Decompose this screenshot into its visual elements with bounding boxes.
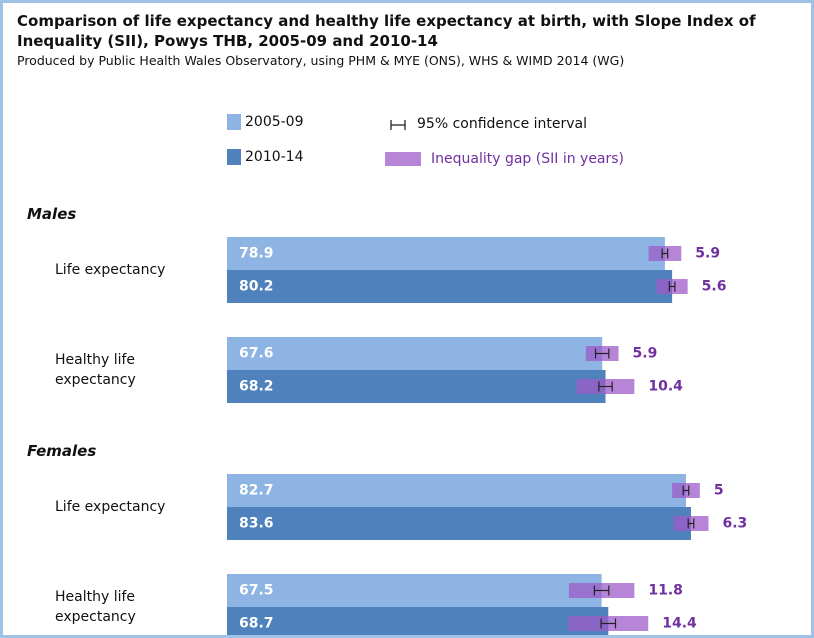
legend-swatch: [227, 149, 241, 165]
bar-value-label: 78.9: [239, 246, 274, 262]
legend-label: 95% confidence interval: [417, 116, 587, 132]
group-label: Females: [27, 442, 97, 460]
category-label: Life expectancy: [55, 262, 166, 278]
bar-value-label: 68.7: [239, 616, 274, 632]
gap-value-label: 6.3: [722, 516, 747, 532]
group-label: Males: [27, 205, 77, 223]
bar-value-label: 83.6: [239, 516, 274, 532]
plot: 2005-09 2010-14 95% confidence interval Ine…: [227, 114, 747, 635]
bar: [227, 270, 673, 303]
gap-value-label: 5: [714, 483, 724, 499]
bar: [227, 607, 609, 635]
gap-value-label: 5.9: [633, 346, 658, 362]
bar-value-label: 67.5: [239, 583, 274, 599]
category-label: Healthy life expectancy: [55, 589, 136, 625]
gap-value-label: 5.6: [702, 279, 727, 295]
gap-value-label: 10.4: [648, 379, 683, 395]
gap-value-label: 14.4: [662, 616, 697, 632]
bar-value-label: 80.2: [239, 279, 274, 295]
bar-value-label: 68.2: [239, 379, 274, 395]
bar: [227, 237, 665, 270]
legend-label: 2010-14: [245, 149, 304, 165]
gap-value-label: 5.9: [695, 246, 720, 262]
bar: [227, 574, 602, 607]
bar: [227, 507, 691, 540]
chart-subtitle: Produced by Public Health Wales Observat…: [17, 53, 625, 68]
category-label: Life expectancy: [55, 499, 166, 515]
bar: [227, 370, 606, 403]
bar: [227, 337, 603, 370]
bar-value-label: 82.7: [239, 483, 274, 499]
legend-label: 2005-09: [245, 114, 304, 130]
legend-swatch: [227, 114, 241, 130]
legend-swatch: [385, 152, 421, 166]
chart-title: Comparison of life expectancy and health…: [17, 12, 756, 50]
category-label: Healthy life expectancy: [55, 352, 136, 388]
legend-label: Inequality gap (SII in years): [431, 151, 624, 167]
gap-value-label: 11.8: [648, 583, 683, 599]
bar: [227, 474, 686, 507]
bar-value-label: 67.6: [239, 346, 274, 362]
